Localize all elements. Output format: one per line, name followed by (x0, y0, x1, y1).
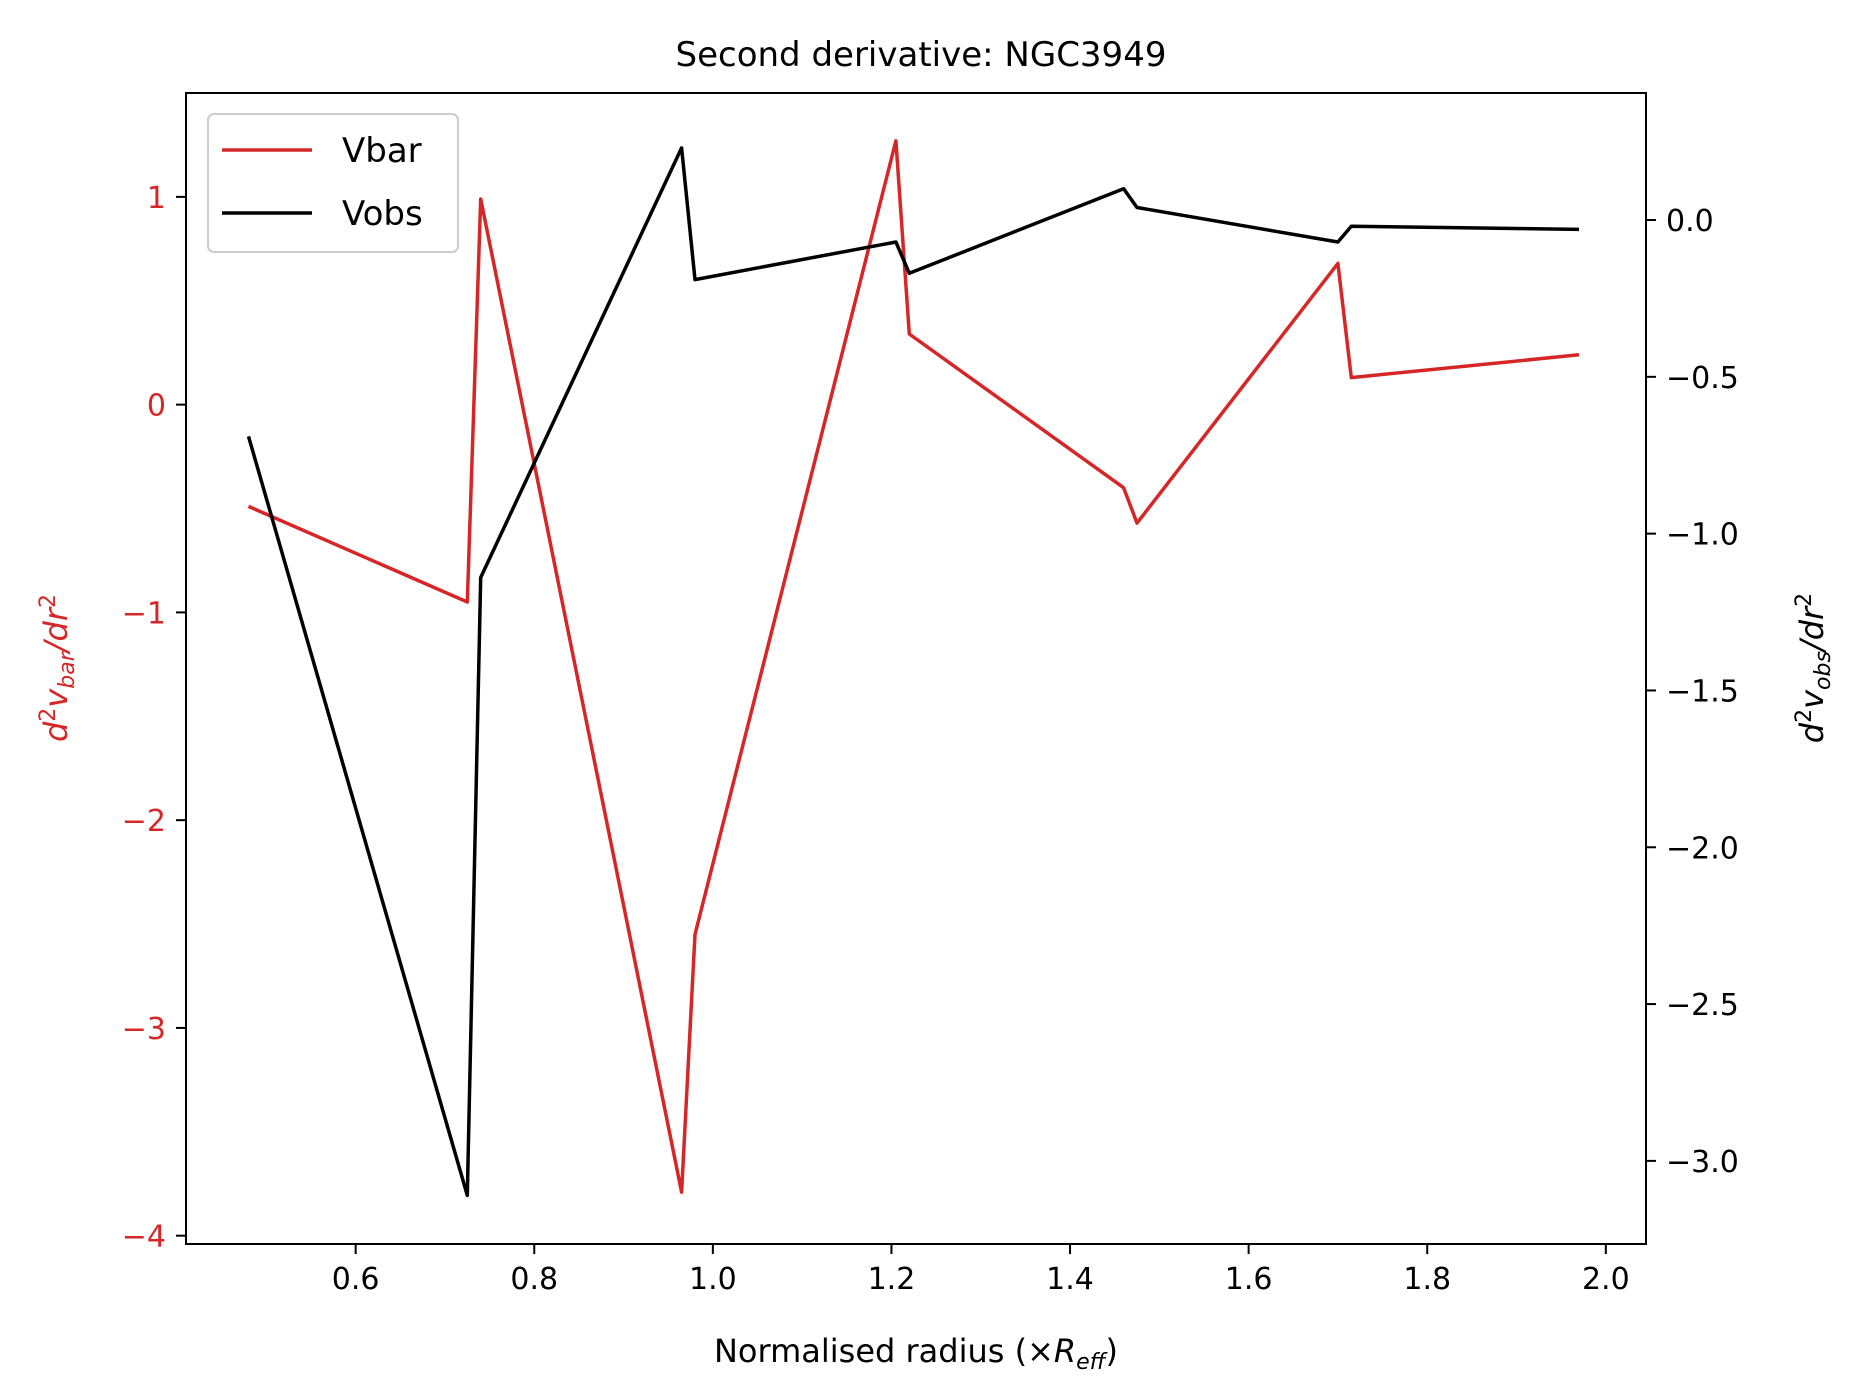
y-tick-label-right: −1.5 (1666, 674, 1739, 709)
y-tick-label-left: −1 (122, 596, 166, 631)
y-tick-label-right: −0.5 (1666, 361, 1739, 396)
x-axis-label: Normalised radius (×Reff) (714, 1332, 1118, 1375)
legend-vbar-label: Vbar (342, 131, 422, 171)
y-tick-label-right: −2.5 (1666, 988, 1739, 1023)
x-tick-label: 0.8 (510, 1262, 558, 1297)
x-tick-label: 2.0 (1582, 1262, 1630, 1297)
x-tick-label: 1.2 (868, 1262, 916, 1297)
plot-frame (185, 92, 1647, 1245)
x-tick-label: 1.6 (1225, 1262, 1273, 1297)
y-tick-label-left: −2 (122, 804, 166, 839)
x-tick-label: 1.0 (689, 1262, 737, 1297)
series-line-vbar (247, 139, 1580, 1194)
x-tick-label: 0.6 (332, 1262, 380, 1297)
series-line-vobs (246, 146, 1580, 1198)
y-axis-label-left: d2vbar/dr2 (36, 594, 80, 742)
legend: Vbar Vobs (207, 113, 459, 253)
y-tick-label-left: 1 (147, 181, 166, 216)
y-tick-label-right: −1.0 (1666, 518, 1739, 553)
x-tick-label: 1.8 (1403, 1262, 1451, 1297)
y-tick-label-left: 0 (147, 389, 166, 424)
y-tick-label-right: −3.0 (1666, 1145, 1739, 1180)
y-tick-label-right: −2.0 (1666, 831, 1739, 866)
y-tick-label-right: 0.0 (1666, 204, 1714, 239)
y-tick-label-left: −3 (122, 1012, 166, 1047)
chart-title: Second derivative: NGC3949 (676, 35, 1167, 75)
legend-vobs-label: Vobs (342, 194, 423, 234)
y-tick-label-left: −4 (122, 1220, 166, 1255)
x-tick-label: 1.4 (1046, 1262, 1094, 1297)
y-axis-label-right: d2vobs/dr2 (1792, 593, 1836, 743)
